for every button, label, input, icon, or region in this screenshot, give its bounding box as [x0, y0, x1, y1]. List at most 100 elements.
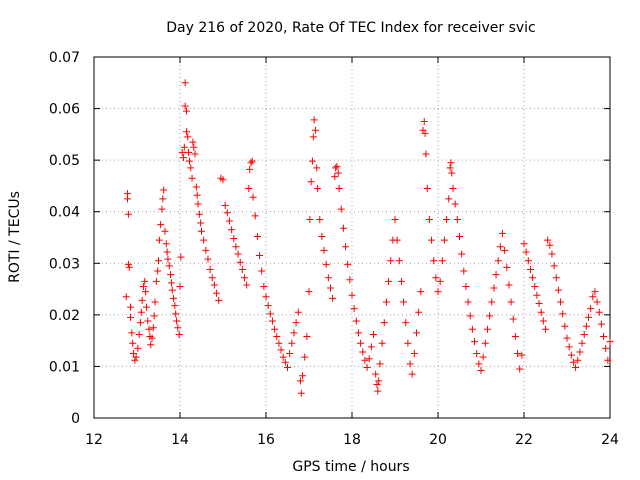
data-point [213, 289, 221, 297]
data-point [375, 377, 383, 385]
data-point [481, 339, 489, 347]
data-point [305, 288, 313, 296]
data-point [180, 143, 188, 151]
data-point [131, 356, 139, 364]
data-point [589, 293, 597, 301]
y-tick-label: 0.03 [49, 256, 80, 272]
data-point [372, 370, 380, 378]
data-point [423, 185, 431, 193]
data-point [475, 360, 483, 368]
data-point [425, 215, 433, 223]
data-point [410, 350, 418, 358]
data-point [238, 265, 246, 273]
data-point [271, 325, 279, 333]
data-point [268, 317, 276, 325]
x-tick-label: 24 [601, 432, 619, 448]
data-point [348, 291, 356, 299]
data-point [253, 232, 261, 240]
data-point [346, 276, 354, 284]
data-point [387, 257, 395, 265]
data-point [374, 387, 382, 395]
data-point [413, 329, 420, 337]
data-point [157, 221, 165, 229]
y-tick-label: 0.01 [49, 359, 80, 375]
data-point [421, 129, 429, 137]
data-point [320, 246, 328, 254]
data-point [191, 150, 199, 158]
data-point [544, 236, 552, 244]
data-point [542, 325, 549, 333]
y-tick-label: 0 [71, 411, 80, 427]
data-point [430, 257, 438, 265]
data-point [182, 107, 190, 115]
data-point [460, 267, 468, 275]
data-point [370, 330, 377, 338]
y-tick-label: 0.04 [49, 205, 80, 221]
data-point [436, 277, 444, 285]
data-point [391, 215, 399, 223]
data-point [420, 117, 428, 125]
data-point [509, 315, 517, 323]
data-point [580, 330, 588, 338]
data-point [288, 339, 296, 347]
data-point [316, 215, 324, 223]
data-point [158, 205, 166, 213]
data-point [124, 260, 132, 268]
data-point [597, 320, 605, 328]
data-point [561, 322, 569, 330]
data-point [415, 308, 423, 316]
data-point [456, 232, 463, 240]
data-points [122, 79, 614, 397]
data-point [335, 185, 343, 193]
data-point [124, 210, 132, 218]
data-point [175, 330, 183, 338]
data-point [334, 169, 342, 177]
data-point [600, 333, 608, 341]
data-point [537, 308, 545, 316]
data-point [181, 102, 189, 110]
data-point [159, 195, 167, 203]
data-point [428, 236, 436, 244]
data-point [520, 240, 528, 248]
data-point [445, 195, 453, 203]
data-point [311, 126, 319, 134]
data-point [432, 274, 440, 282]
data-point [591, 288, 599, 296]
data-point [376, 360, 384, 368]
data-point [202, 246, 210, 254]
data-point [124, 195, 132, 203]
data-point [301, 353, 309, 361]
data-point [539, 317, 547, 325]
data-point [262, 293, 270, 301]
data-point [449, 185, 457, 193]
data-point [236, 258, 244, 266]
data-point [256, 252, 264, 260]
data-point [363, 363, 371, 371]
data-point [434, 288, 442, 296]
data-point [177, 253, 185, 261]
data-point [243, 281, 251, 289]
data-point [192, 183, 200, 191]
data-point [228, 226, 236, 234]
data-point [225, 217, 233, 225]
data-point [251, 212, 259, 220]
data-point [154, 267, 162, 275]
data-point [397, 277, 405, 285]
data-point [385, 277, 393, 285]
data-point [122, 293, 130, 301]
data-point [501, 246, 509, 254]
data-point [204, 255, 212, 263]
data-point [125, 263, 133, 271]
data-point [127, 303, 135, 311]
data-point [404, 339, 412, 347]
x-tick-label: 18 [343, 432, 361, 448]
data-point [350, 305, 358, 313]
data-point [185, 148, 193, 156]
data-point [286, 350, 294, 358]
x-axis-label: GPS time / hours [292, 459, 409, 475]
data-point [606, 338, 614, 346]
data-point [578, 339, 586, 347]
data-point [155, 257, 162, 265]
data-point [490, 284, 498, 292]
data-point [296, 377, 304, 385]
